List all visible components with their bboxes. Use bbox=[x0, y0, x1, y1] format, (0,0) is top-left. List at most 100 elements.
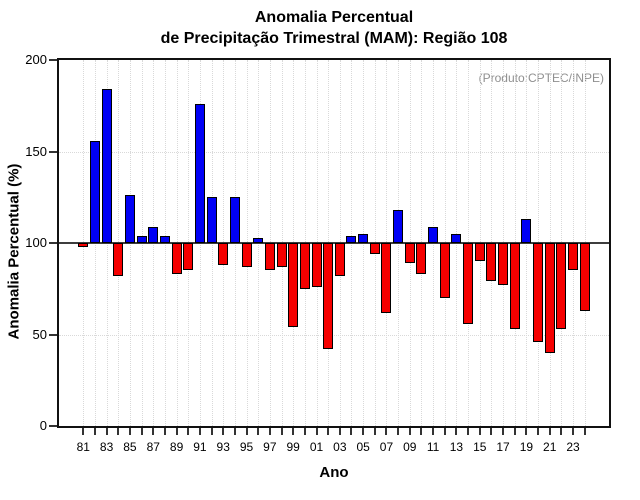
bar-12 bbox=[439, 243, 450, 298]
x-tick bbox=[128, 428, 131, 435]
x-tick bbox=[268, 428, 271, 435]
y-tick-label: 50 bbox=[32, 326, 47, 342]
x-tick bbox=[443, 428, 446, 435]
bar-24 bbox=[579, 243, 590, 311]
x-tick bbox=[82, 428, 85, 435]
bar-04 bbox=[346, 235, 357, 243]
x-tick bbox=[362, 428, 365, 435]
x-tick-label: 21 bbox=[543, 440, 557, 454]
x-tick bbox=[257, 428, 260, 435]
x-tick-label: 19 bbox=[519, 440, 534, 454]
bar-19 bbox=[521, 219, 532, 243]
bar-89 bbox=[171, 243, 182, 275]
bar-81 bbox=[78, 243, 89, 247]
x-tick bbox=[210, 428, 213, 435]
x-tick bbox=[140, 428, 143, 435]
x-tick bbox=[245, 428, 248, 435]
bar-07 bbox=[381, 243, 392, 313]
y-tick bbox=[49, 59, 57, 61]
producer-annotation: (Produto:CPTEC/INPE) bbox=[478, 71, 604, 85]
x-tick-label: 13 bbox=[449, 440, 464, 454]
x-tick-label: 11 bbox=[426, 440, 440, 454]
baseline-100 bbox=[59, 242, 609, 244]
bar-06 bbox=[369, 243, 380, 254]
x-tick bbox=[502, 428, 505, 435]
x-tick bbox=[338, 428, 341, 435]
bar-03 bbox=[334, 243, 345, 276]
bar-82 bbox=[89, 140, 100, 243]
bar-09 bbox=[404, 243, 415, 264]
x-tick bbox=[222, 428, 225, 435]
y-tick bbox=[49, 150, 57, 153]
horizontal-gridline bbox=[59, 334, 609, 336]
x-tick bbox=[187, 428, 190, 435]
x-tick bbox=[478, 428, 481, 435]
x-tick-label: 07 bbox=[379, 440, 394, 454]
x-tick bbox=[467, 428, 470, 435]
x-tick bbox=[513, 428, 516, 435]
x-tick bbox=[350, 428, 353, 435]
x-tick bbox=[420, 428, 423, 435]
x-tick-label: 97 bbox=[263, 440, 277, 454]
x-tick bbox=[373, 428, 376, 435]
x-tick-label: 15 bbox=[473, 440, 487, 454]
x-tick bbox=[490, 428, 493, 435]
x-tick-label: 91 bbox=[193, 440, 207, 454]
bar-22 bbox=[556, 243, 567, 329]
bar-14 bbox=[463, 243, 474, 324]
x-tick-label: 87 bbox=[146, 440, 160, 454]
x-tick bbox=[327, 428, 330, 435]
bar-98 bbox=[276, 243, 287, 267]
y-tick-label: 0 bbox=[39, 418, 47, 433]
x-tick bbox=[560, 428, 563, 435]
x-tick bbox=[292, 428, 295, 435]
x-tick bbox=[93, 428, 96, 435]
x-tick-label: 23 bbox=[566, 440, 580, 454]
x-tick bbox=[537, 428, 540, 435]
x-tick bbox=[280, 428, 283, 435]
x-tick-label: 89 bbox=[169, 440, 184, 454]
bar-10 bbox=[416, 243, 427, 275]
horizontal-gridline bbox=[59, 151, 609, 153]
y-tick bbox=[49, 242, 57, 244]
x-tick bbox=[315, 428, 318, 435]
x-tick bbox=[397, 428, 400, 435]
chart-title-line-2: de Precipitação Trimestral (MAM): Região… bbox=[160, 30, 508, 47]
x-tick bbox=[303, 428, 306, 435]
bar-87 bbox=[148, 226, 159, 243]
y-axis-title: Anomalia Percentual (%) bbox=[5, 163, 23, 340]
bar-85 bbox=[124, 195, 135, 243]
x-tick bbox=[432, 428, 435, 435]
bar-99 bbox=[288, 243, 299, 328]
bar-18 bbox=[509, 243, 520, 329]
y-tick-label: 150 bbox=[25, 143, 47, 159]
x-tick bbox=[455, 428, 458, 435]
x-tick bbox=[152, 428, 155, 435]
bar-00 bbox=[299, 243, 310, 289]
x-tick bbox=[163, 428, 166, 435]
bar-92 bbox=[206, 197, 217, 243]
bar-16 bbox=[486, 243, 497, 282]
bar-05 bbox=[358, 233, 369, 243]
bar-88 bbox=[159, 235, 170, 243]
x-tick-label: 05 bbox=[356, 440, 370, 454]
bar-13 bbox=[451, 233, 462, 243]
bar-15 bbox=[474, 243, 485, 262]
x-tick bbox=[175, 428, 178, 435]
x-tick bbox=[525, 428, 528, 435]
x-tick-label: 01 bbox=[309, 440, 324, 454]
bar-83 bbox=[101, 89, 112, 243]
x-tick bbox=[117, 428, 120, 435]
x-tick bbox=[198, 428, 201, 435]
x-tick-label: 85 bbox=[123, 440, 137, 454]
bar-11 bbox=[428, 226, 439, 243]
x-tick-label: 17 bbox=[496, 440, 510, 454]
bar-20 bbox=[533, 243, 544, 342]
bar-95 bbox=[241, 243, 252, 267]
x-tick-label: 09 bbox=[403, 440, 417, 454]
x-tick bbox=[408, 428, 411, 435]
x-tick-label: 83 bbox=[99, 440, 114, 454]
x-tick bbox=[105, 428, 108, 435]
bar-84 bbox=[113, 243, 124, 276]
bar-91 bbox=[194, 103, 205, 243]
